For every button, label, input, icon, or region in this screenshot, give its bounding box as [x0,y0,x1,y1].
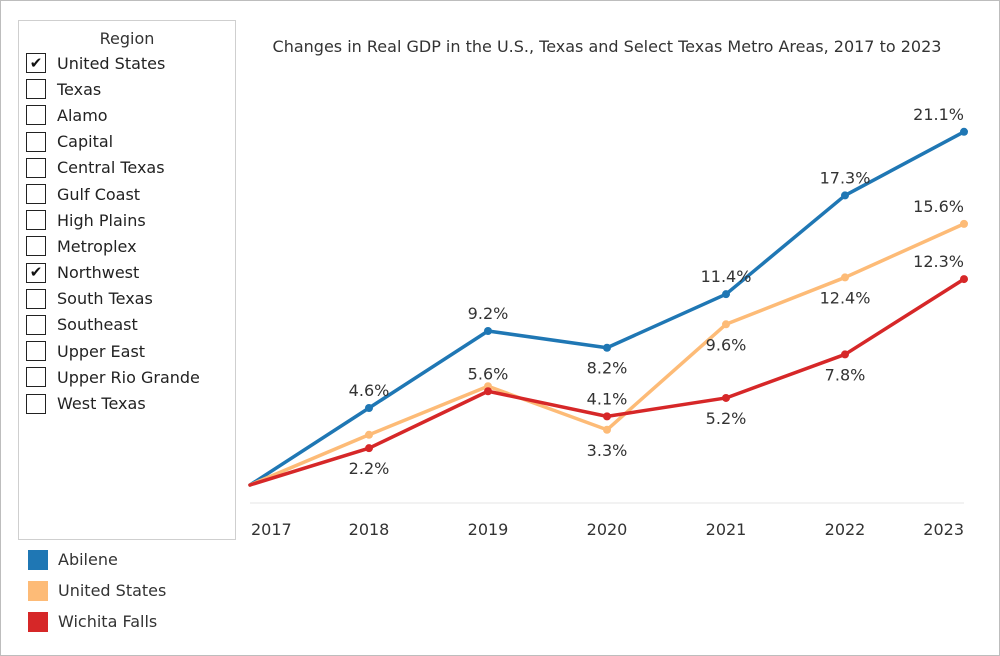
data-point[interactable] [960,219,968,228]
legend-label: Wichita Falls [58,612,158,631]
data-point[interactable] [603,343,611,352]
region-option[interactable]: Southeast [19,312,235,338]
checkmark-icon: ✔ [29,263,43,282]
data-label: 17.3% [820,168,871,187]
legend-item[interactable]: Wichita Falls [28,606,228,637]
data-label: 9.2% [468,304,509,323]
data-point[interactable] [841,273,849,282]
region-option[interactable]: Gulf Coast [19,181,235,207]
region-option[interactable]: ✔ Northwest [19,260,235,286]
region-checkbox[interactable] [26,210,46,231]
data-point[interactable] [722,290,730,299]
x-tick-label: 2018 [349,520,390,539]
region-option-label: Southeast [57,315,138,335]
data-point[interactable] [841,350,849,359]
region-option[interactable]: Upper Rio Grande [19,364,235,390]
data-label: 21.1% [913,105,964,124]
region-checkbox[interactable] [26,157,46,178]
region-option[interactable]: Central Texas [19,155,235,181]
data-label: 11.4% [701,267,752,286]
region-option-label: Upper East [57,341,146,361]
data-label: 4.6% [349,381,390,400]
region-checkbox[interactable] [26,314,46,335]
data-label: 3.3% [587,441,628,460]
region-checkbox[interactable] [26,79,46,100]
data-point[interactable] [841,191,849,200]
x-tick-label: 2023 [923,520,964,539]
data-label: 12.4% [820,288,871,307]
region-option-label: Upper Rio Grande [57,367,200,387]
region-checkbox[interactable]: ✔ [26,262,46,283]
region-checkbox[interactable] [26,236,46,257]
region-option-label: West Texas [57,394,146,414]
region-option-label: United States [57,53,166,73]
region-option[interactable]: Texas [19,76,235,102]
region-filter-list: ✔ United States Texas Alamo Capital Central T… [19,50,235,417]
region-checkbox[interactable] [26,131,46,152]
region-option[interactable]: Metroplex [19,233,235,259]
data-point[interactable] [960,127,968,136]
x-tick-label: 2020 [587,520,628,539]
region-checkbox[interactable] [26,288,46,309]
region-checkbox[interactable] [26,341,46,362]
data-point[interactable] [365,444,373,453]
data-label: 2.2% [349,459,390,478]
region-checkbox[interactable] [26,184,46,205]
data-label: 7.8% [825,365,866,384]
chart-title: Changes in Real GDP in the U.S., Texas a… [272,37,942,56]
x-tick-label: 2017 [251,520,292,539]
legend-swatch [28,580,48,601]
region-option-label: Northwest [57,263,140,283]
data-label: 8.2% [587,359,628,378]
legend-label: Abilene [58,550,118,569]
data-label: 9.6% [706,335,747,354]
data-label: 5.6% [468,364,509,383]
filter-title: Region [99,29,155,48]
legend-label: United States [58,581,167,600]
checkmark-icon: ✔ [29,53,43,72]
region-option-label: South Texas [57,289,153,309]
data-point[interactable] [365,404,373,412]
region-option[interactable]: Alamo [19,102,235,128]
region-option-label: High Plains [57,210,146,230]
region-option-label: Gulf Coast [57,184,141,204]
legend-swatch [28,549,48,570]
region-option-label: Texas [57,79,102,99]
region-option[interactable]: South Texas [19,286,235,312]
data-label: 12.3% [913,252,964,271]
region-option-label: Alamo [57,105,108,125]
data-point[interactable] [484,387,492,396]
chart-legend: Abilene United States Wichita Falls [28,544,228,637]
region-option[interactable]: ✔ United States [19,50,235,76]
data-point[interactable] [960,275,968,284]
data-point[interactable] [484,327,492,335]
x-tick-label: 2021 [706,520,747,539]
legend-swatch [28,611,48,632]
legend-item[interactable]: Abilene [28,544,228,575]
legend-item[interactable]: United States [28,575,228,606]
data-label: 4.1% [587,389,628,408]
region-option[interactable]: West Texas [19,390,235,416]
region-filter-panel: Region ✔ United States Texas Alamo Capital Ce… [18,20,236,540]
x-tick-label: 2022 [825,520,866,539]
data-point[interactable] [603,412,611,421]
region-option[interactable]: High Plains [19,207,235,233]
region-option-label: Central Texas [57,158,165,178]
data-point[interactable] [722,320,730,329]
region-checkbox[interactable]: ✔ [26,53,46,74]
region-option[interactable]: Capital [19,129,235,155]
data-label: 5.2% [706,409,747,428]
data-point[interactable] [722,393,730,402]
region-checkbox[interactable] [26,105,46,126]
region-option[interactable]: Upper East [19,338,235,364]
x-tick-label: 2019 [468,520,509,539]
data-point[interactable] [365,430,373,439]
region-checkbox[interactable] [26,367,46,388]
region-option-label: Metroplex [57,236,137,256]
data-point[interactable] [603,425,611,434]
region-checkbox[interactable] [26,393,46,414]
region-option-label: Capital [57,132,114,152]
data-label: 15.6% [913,197,964,216]
